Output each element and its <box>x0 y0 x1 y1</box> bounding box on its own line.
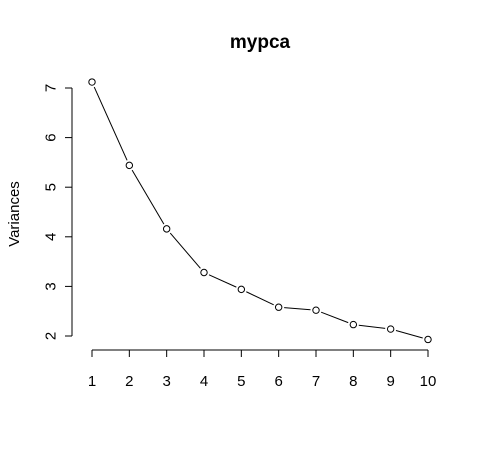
series-line-segment <box>169 232 201 269</box>
x-tick-label: 6 <box>274 373 282 390</box>
data-point <box>125 161 134 170</box>
y-axis-label: Variances <box>6 181 23 247</box>
y-tick-label: 7 <box>43 84 60 92</box>
x-tick-label: 8 <box>349 373 357 390</box>
data-point <box>349 320 358 329</box>
series-line-segment <box>284 307 311 311</box>
plot-series <box>88 78 432 344</box>
y-tick-label: 5 <box>43 183 60 191</box>
data-point <box>274 303 283 311</box>
series-line-segment <box>246 291 274 306</box>
data-point <box>312 306 320 314</box>
x-tick-label: 5 <box>237 373 245 390</box>
x-tick-label: 2 <box>125 373 133 390</box>
series-line-segment <box>93 86 128 161</box>
y-tick-label: 2 <box>43 332 60 340</box>
y-axis: 2 3 4 5 6 7 <box>43 84 73 340</box>
chart-title: mypca <box>230 32 291 53</box>
data-point <box>386 325 395 333</box>
x-tick-label: 9 <box>386 373 394 390</box>
data-point <box>162 225 171 233</box>
data-point <box>237 285 246 294</box>
y-tick-label: 4 <box>43 233 60 241</box>
series-line-segment <box>131 169 165 225</box>
series-line-segment <box>395 330 423 339</box>
series-line-segment <box>208 274 237 288</box>
data-point <box>200 268 208 277</box>
y-tick-label: 6 <box>43 133 60 141</box>
data-point <box>424 335 432 344</box>
y-tick-label: 3 <box>43 282 60 290</box>
x-tick-label: 10 <box>420 373 437 390</box>
x-tick-label: 7 <box>312 373 320 390</box>
x-tick-label: 3 <box>162 373 170 390</box>
x-tick-label: 4 <box>200 373 208 390</box>
series-line-segment <box>358 324 386 329</box>
series-line-segment <box>320 311 349 324</box>
x-tick-label: 1 <box>88 373 96 390</box>
data-point <box>88 78 96 86</box>
x-axis: 1 2 3 4 5 6 7 8 9 10 <box>88 349 437 390</box>
